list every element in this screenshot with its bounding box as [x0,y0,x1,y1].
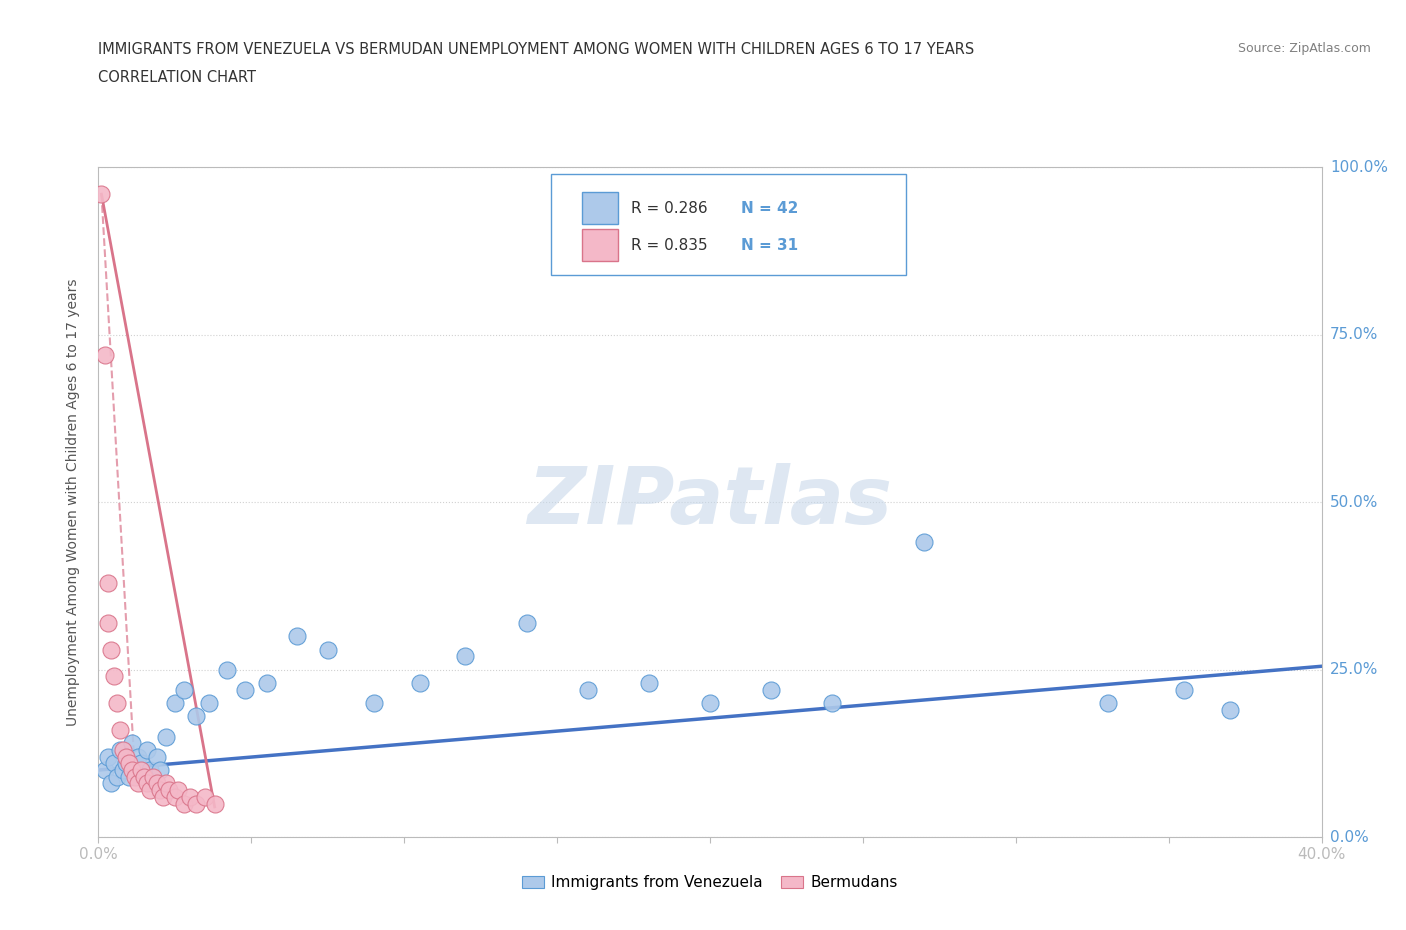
Point [97,750,120,764]
Point [179,790,201,804]
Point [121,763,143,777]
FancyBboxPatch shape [551,174,905,274]
Point [167,783,190,798]
Point [204,796,226,811]
Point [821,696,844,711]
Point [285,629,308,644]
Point [108,723,131,737]
Point [90,187,112,202]
Point [173,683,195,698]
Point [100,776,122,790]
Point [142,769,165,784]
Text: R = 0.835: R = 0.835 [630,237,707,253]
Point [100,642,122,657]
Point [157,783,180,798]
Text: 50.0%: 50.0% [1330,495,1378,510]
Point [103,756,125,771]
Legend: Immigrants from Venezuela, Bermudans: Immigrants from Venezuela, Bermudans [516,870,904,897]
Point [129,756,152,771]
FancyBboxPatch shape [582,229,619,261]
Point [163,790,186,804]
Text: Source: ZipAtlas.com: Source: ZipAtlas.com [1237,42,1371,55]
Point [111,742,134,757]
Point [134,769,156,784]
Point [127,750,149,764]
Point [576,683,599,698]
Point [155,776,177,790]
Point [912,535,935,550]
Point [256,675,278,690]
Point [139,763,162,777]
Text: 100.0%: 100.0% [1330,160,1388,175]
Y-axis label: Unemployment Among Women with Children Ages 6 to 17 years: Unemployment Among Women with Children A… [66,278,80,726]
Point [1219,702,1241,717]
Point [118,769,141,784]
Point [136,776,159,790]
Point [139,783,162,798]
Point [699,696,721,711]
Text: N = 31: N = 31 [741,237,797,253]
Point [124,763,146,777]
Point [173,796,195,811]
Point [105,769,128,784]
Point [118,756,141,771]
Text: N = 42: N = 42 [741,201,799,216]
Point [233,683,256,698]
Point [149,783,172,798]
Point [136,742,159,757]
Point [124,769,146,784]
Text: IMMIGRANTS FROM VENEZUELA VS BERMUDAN UNEMPLOYMENT AMONG WOMEN WITH CHILDREN AGE: IMMIGRANTS FROM VENEZUELA VS BERMUDAN UN… [98,42,974,57]
Point [115,756,138,771]
Point [105,696,128,711]
Point [93,348,115,363]
Text: ZIPatlas: ZIPatlas [527,463,893,541]
Point [129,763,152,777]
Text: CORRELATION CHART: CORRELATION CHART [98,70,256,85]
FancyBboxPatch shape [582,193,619,224]
Text: 0.0%: 0.0% [1330,830,1368,844]
Point [759,683,782,698]
Point [127,776,149,790]
Point [93,763,115,777]
Text: 25.0%: 25.0% [1330,662,1378,677]
Point [155,729,177,744]
Point [149,763,172,777]
Point [454,649,477,664]
Point [108,742,131,757]
Point [145,750,167,764]
Point [516,616,538,631]
Point [1097,696,1119,711]
Point [194,790,217,804]
Point [142,776,165,790]
Point [197,696,219,711]
Point [163,696,186,711]
Point [97,616,120,631]
Point [1173,683,1195,698]
Point [103,669,125,684]
Point [111,763,134,777]
Point [121,736,143,751]
Text: R = 0.286: R = 0.286 [630,201,707,216]
Point [215,662,238,677]
Point [134,769,156,784]
Point [115,750,138,764]
Point [363,696,385,711]
Point [186,709,208,724]
Text: 75.0%: 75.0% [1330,327,1378,342]
Point [145,776,167,790]
Point [97,575,120,590]
Point [408,675,430,690]
Point [152,790,174,804]
Point [186,796,208,811]
Point [316,642,339,657]
Point [637,675,661,690]
